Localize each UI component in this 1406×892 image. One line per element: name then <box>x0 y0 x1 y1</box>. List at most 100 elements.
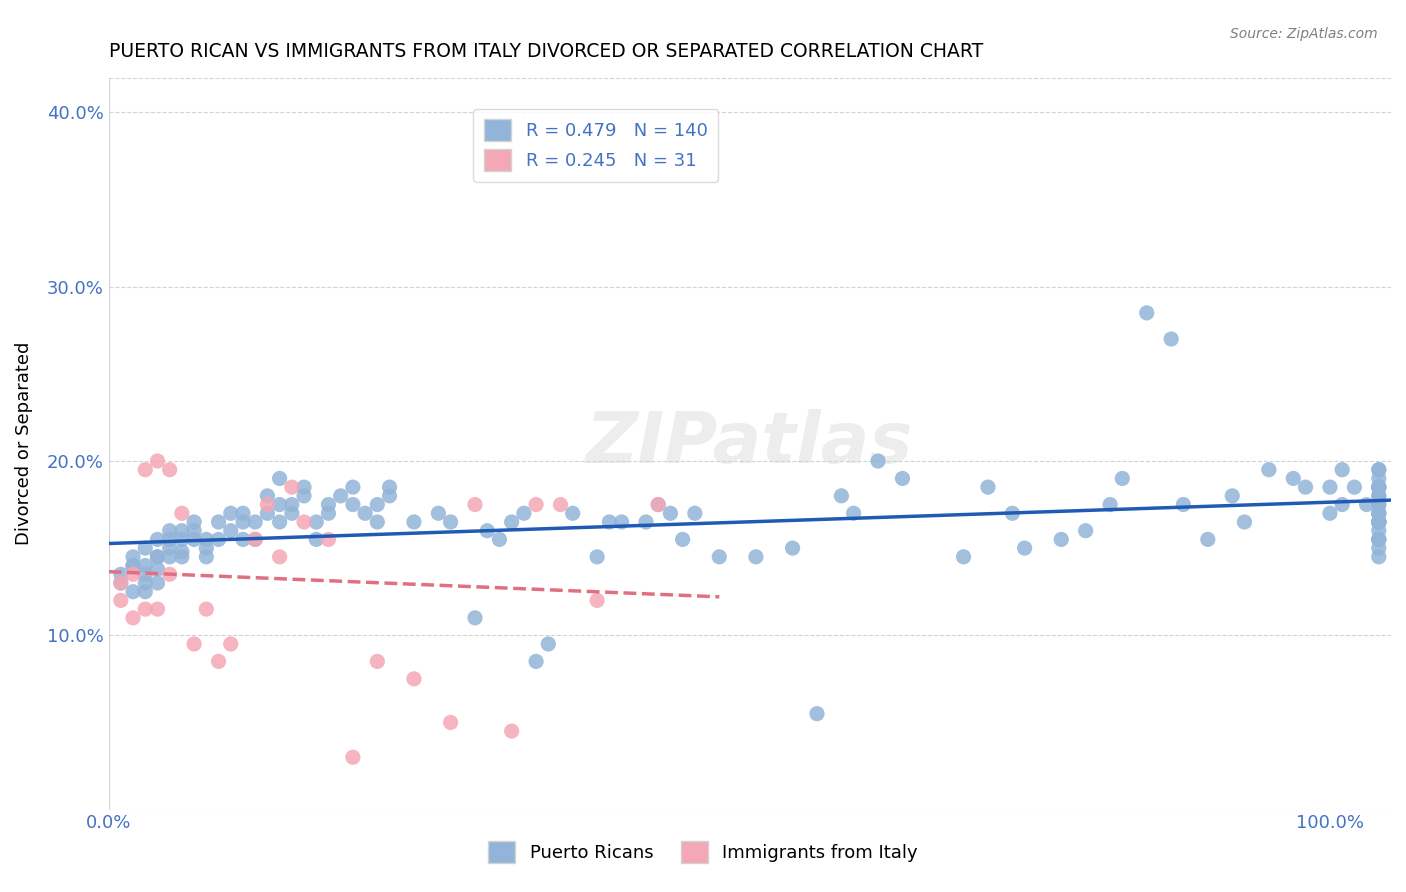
Point <box>207 654 229 668</box>
Point <box>1319 480 1341 494</box>
Point <box>122 558 145 573</box>
Point <box>318 498 340 512</box>
Point <box>378 489 401 503</box>
Point <box>513 506 536 520</box>
Point <box>146 549 169 564</box>
Point <box>1136 306 1159 320</box>
Point <box>183 533 205 547</box>
Point <box>146 454 169 468</box>
Point <box>1368 489 1391 503</box>
Point <box>159 567 181 582</box>
Point <box>134 541 156 555</box>
Point <box>232 533 254 547</box>
Point <box>243 515 266 529</box>
Point <box>1368 533 1391 547</box>
Point <box>146 562 169 576</box>
Point <box>1368 498 1391 512</box>
Point <box>122 567 145 582</box>
Point <box>195 541 218 555</box>
Point <box>122 549 145 564</box>
Point <box>1368 533 1391 547</box>
Legend: R = 0.479   N = 140, R = 0.245   N = 31: R = 0.479 N = 140, R = 0.245 N = 31 <box>474 109 718 182</box>
Point <box>243 533 266 547</box>
Point <box>318 506 340 520</box>
Point <box>524 498 547 512</box>
Point <box>134 567 156 582</box>
Point <box>354 506 377 520</box>
Point <box>464 611 486 625</box>
Point <box>378 480 401 494</box>
Point <box>1074 524 1097 538</box>
Point <box>1368 506 1391 520</box>
Point <box>159 524 181 538</box>
Point <box>1233 515 1256 529</box>
Point <box>477 524 499 538</box>
Point <box>134 584 156 599</box>
Point <box>1368 515 1391 529</box>
Point <box>891 471 914 485</box>
Point <box>402 515 425 529</box>
Point <box>146 533 169 547</box>
Point <box>586 593 609 607</box>
Point <box>342 498 364 512</box>
Point <box>598 515 620 529</box>
Point <box>1220 489 1243 503</box>
Point <box>1368 549 1391 564</box>
Point <box>170 544 193 558</box>
Point <box>256 498 278 512</box>
Point <box>281 498 304 512</box>
Point <box>159 549 181 564</box>
Point <box>281 480 304 494</box>
Point <box>561 506 583 520</box>
Point <box>672 533 695 547</box>
Point <box>170 549 193 564</box>
Point <box>122 611 145 625</box>
Point <box>952 549 974 564</box>
Point <box>1331 463 1354 477</box>
Point <box>610 515 633 529</box>
Point <box>219 506 242 520</box>
Point <box>146 602 169 616</box>
Point <box>464 498 486 512</box>
Point <box>110 567 132 582</box>
Point <box>1368 463 1391 477</box>
Point <box>439 515 461 529</box>
Point <box>170 524 193 538</box>
Point <box>366 654 388 668</box>
Point <box>134 463 156 477</box>
Point <box>977 480 1000 494</box>
Point <box>586 549 609 564</box>
Point <box>170 506 193 520</box>
Point <box>269 549 291 564</box>
Point <box>122 584 145 599</box>
Point <box>292 480 315 494</box>
Point <box>1368 506 1391 520</box>
Point <box>159 541 181 555</box>
Point <box>269 471 291 485</box>
Point <box>1368 471 1391 485</box>
Point <box>146 549 169 564</box>
Point <box>110 576 132 591</box>
Point <box>659 506 682 520</box>
Point <box>318 533 340 547</box>
Point <box>207 533 229 547</box>
Point <box>1368 489 1391 503</box>
Point <box>683 506 706 520</box>
Point <box>1173 498 1195 512</box>
Point <box>1368 506 1391 520</box>
Point <box>1331 498 1354 512</box>
Point <box>634 515 657 529</box>
Point <box>207 515 229 529</box>
Point <box>868 454 890 468</box>
Point <box>402 672 425 686</box>
Point <box>1355 498 1378 512</box>
Point <box>146 576 169 591</box>
Point <box>830 489 852 503</box>
Point <box>1001 506 1024 520</box>
Point <box>647 498 669 512</box>
Point <box>269 515 291 529</box>
Point <box>134 602 156 616</box>
Point <box>183 515 205 529</box>
Point <box>256 489 278 503</box>
Point <box>366 515 388 529</box>
